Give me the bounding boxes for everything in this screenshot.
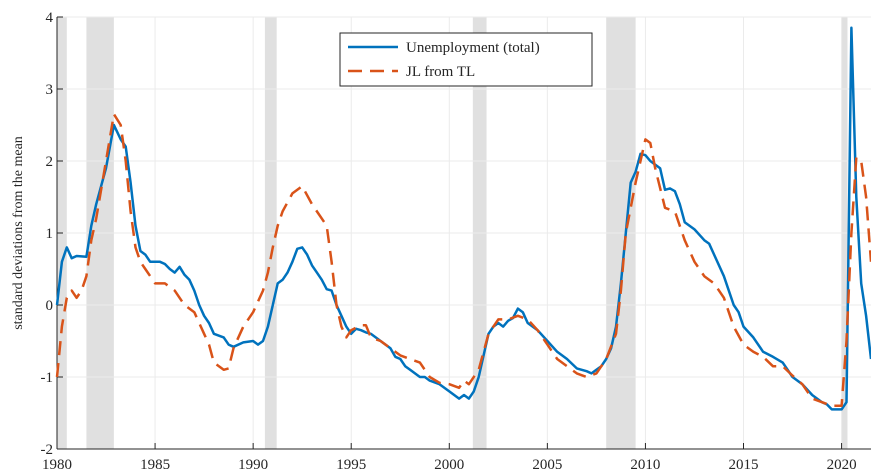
x-tick-label: 2000	[434, 457, 464, 473]
y-tick-label: -1	[41, 370, 54, 386]
series-line	[55, 112, 871, 408]
legend-label: JL from TL	[406, 64, 475, 80]
x-tick-label: 2005	[532, 457, 562, 473]
x-tick-label: 1980	[42, 457, 72, 473]
legend-label: Unemployment (total)	[406, 40, 540, 56]
x-tick-label: 2010	[630, 457, 660, 473]
y-tick-label: 2	[46, 154, 54, 170]
y-tick-label: 3	[46, 82, 54, 98]
x-tick-label: 2020	[827, 457, 857, 473]
series-line	[55, 26, 871, 411]
legend-box	[339, 32, 593, 87]
x-tick-label: 1985	[140, 457, 170, 473]
y-axis-label: standard deviations from the mean	[11, 136, 26, 330]
x-tick-label: 2015	[729, 457, 759, 473]
x-tick-label: 1990	[238, 457, 268, 473]
y-tick-label: 1	[46, 226, 54, 242]
y-tick-label: 0	[46, 298, 54, 314]
y-tick-label: 4	[46, 10, 54, 26]
x-tick-label: 1995	[336, 457, 366, 473]
y-tick-label: -2	[41, 442, 54, 458]
